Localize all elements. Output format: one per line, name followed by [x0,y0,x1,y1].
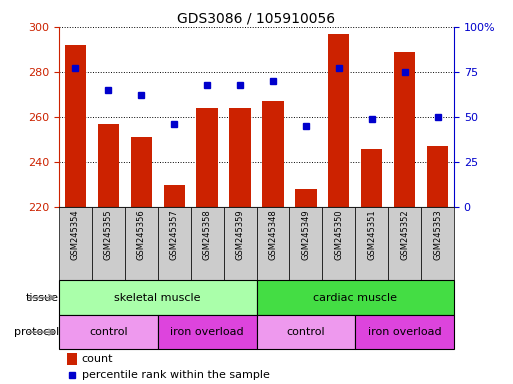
Bar [92,207,125,280]
Bar [295,189,317,207]
Text: iron overload: iron overload [368,327,442,337]
Bar [196,108,218,207]
Bar [229,108,251,207]
Text: cardiac muscle: cardiac muscle [313,293,397,303]
Text: control: control [287,327,325,337]
Text: GSM245349: GSM245349 [301,210,310,260]
Text: GSM245358: GSM245358 [203,210,212,260]
Bar [256,280,454,315]
Text: GSM245351: GSM245351 [367,210,376,260]
Bar [191,207,224,280]
Bar [262,101,284,207]
Bar [97,124,119,207]
Bar [59,315,158,349]
Bar [361,149,382,207]
Bar [59,280,256,315]
Bar [388,207,421,280]
Text: GSM245348: GSM245348 [268,210,278,260]
Bar [158,207,191,280]
Text: percentile rank within the sample: percentile rank within the sample [82,370,269,381]
Text: tissue: tissue [26,293,59,303]
Bar [158,315,256,349]
Bar [427,146,448,207]
Bar [289,207,322,280]
Title: GDS3086 / 105910056: GDS3086 / 105910056 [177,12,336,26]
Bar [65,45,86,207]
Text: GSM245350: GSM245350 [334,210,343,260]
Bar [59,207,92,280]
Bar [164,185,185,207]
Text: count: count [82,354,113,364]
Text: skeletal muscle: skeletal muscle [114,293,201,303]
Bar [256,207,289,280]
Bar [355,207,388,280]
Bar [322,207,355,280]
Bar [355,315,454,349]
Bar [256,315,355,349]
Bar [125,207,158,280]
Text: GSM245357: GSM245357 [170,210,179,260]
Text: GSM245359: GSM245359 [235,210,245,260]
Bar [394,52,416,207]
Text: GSM245352: GSM245352 [400,210,409,260]
Bar [67,353,77,365]
Bar [421,207,454,280]
Text: GSM245354: GSM245354 [71,210,80,260]
Text: protocol: protocol [14,327,59,337]
Text: GSM245353: GSM245353 [433,210,442,260]
Text: GSM245356: GSM245356 [137,210,146,260]
Bar [131,137,152,207]
Text: control: control [89,327,128,337]
Text: iron overload: iron overload [170,327,244,337]
Bar [224,207,256,280]
Text: GSM245355: GSM245355 [104,210,113,260]
Bar [328,34,349,207]
